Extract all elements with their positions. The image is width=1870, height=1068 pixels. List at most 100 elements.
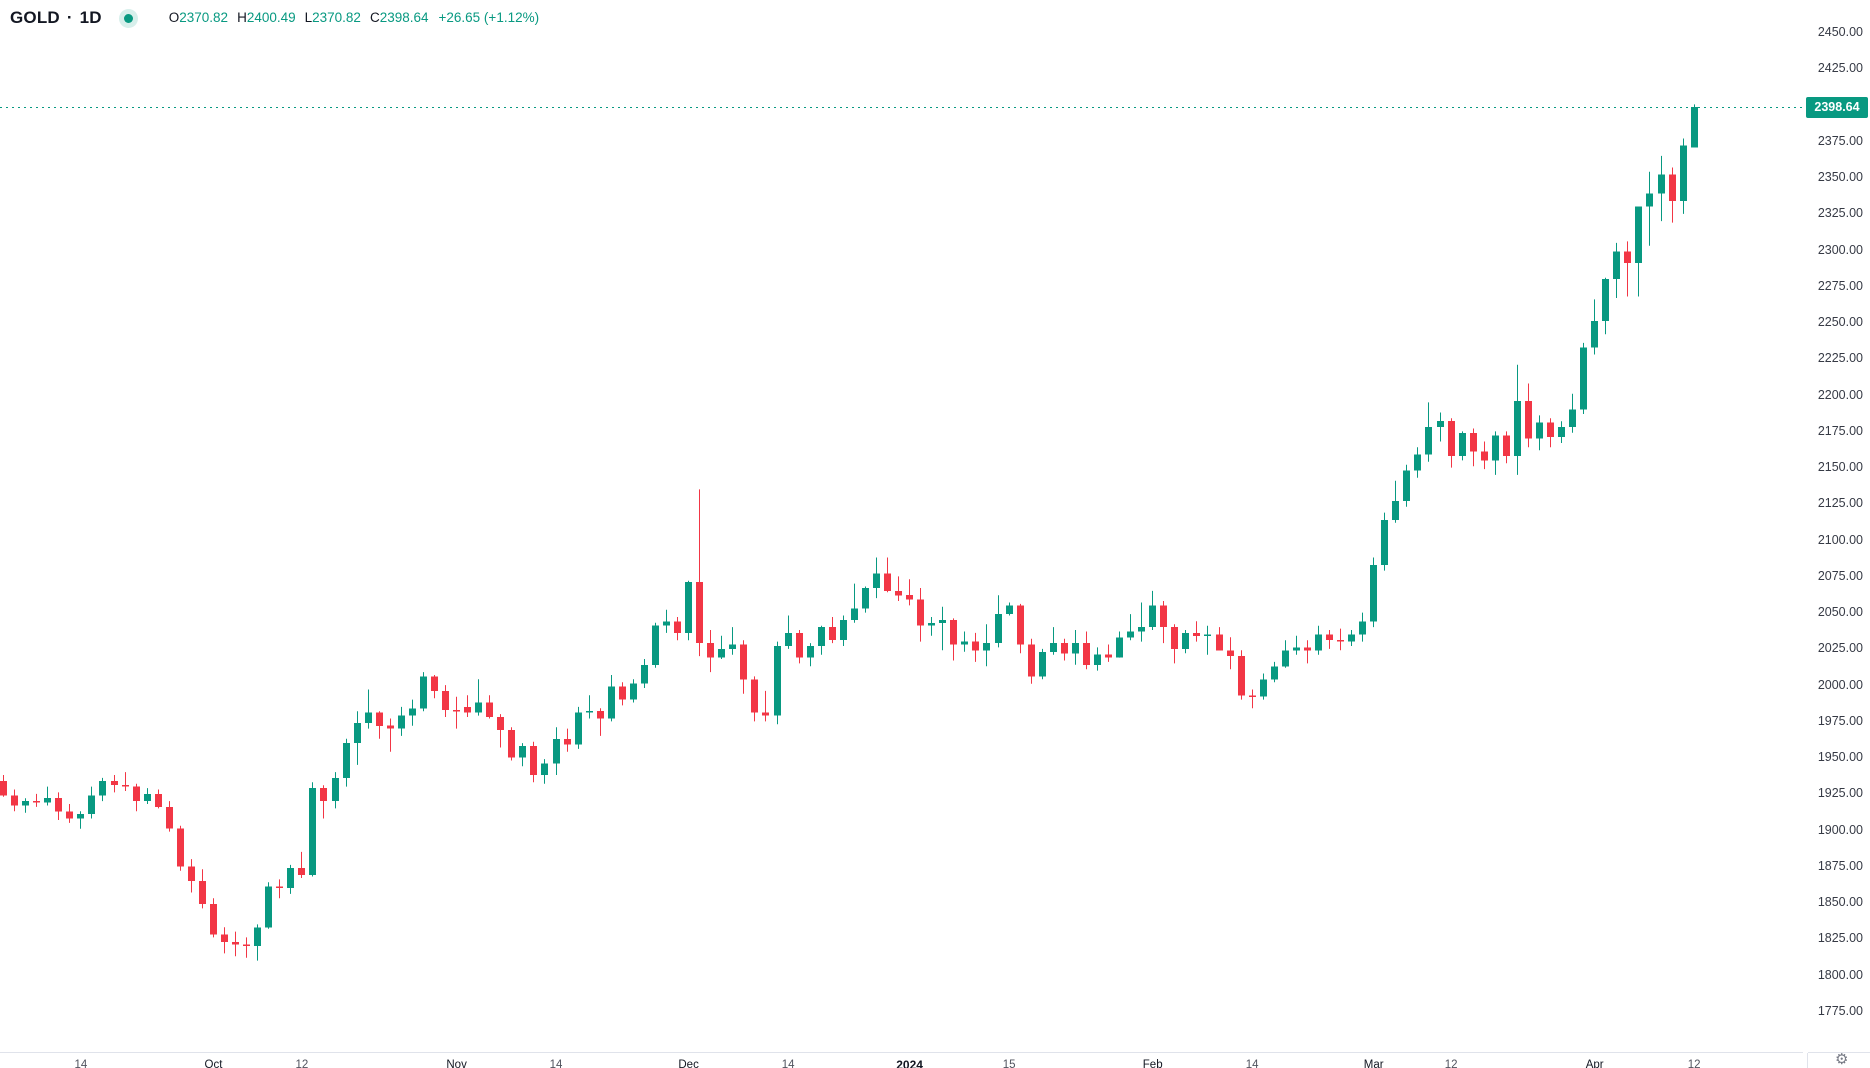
candle [1204, 625, 1211, 655]
symbol-name[interactable]: GOLD [10, 8, 60, 27]
candle [111, 775, 118, 793]
candle [199, 869, 206, 909]
candle [995, 595, 1002, 648]
candle [1326, 630, 1333, 649]
candle [1602, 277, 1609, 335]
candle [387, 718, 394, 752]
candle [376, 711, 383, 739]
candle [597, 708, 604, 736]
candle [508, 727, 515, 761]
price-tick-label: 2150.00 [1817, 460, 1863, 475]
candle [11, 789, 18, 812]
price-tick-label: 2050.00 [1817, 605, 1863, 620]
candle [1061, 638, 1068, 661]
candle [44, 786, 51, 806]
time-tick-label: 14 [781, 1059, 795, 1068]
candle [221, 927, 228, 954]
candle [972, 632, 979, 662]
candle [840, 615, 847, 646]
time-tick-label: Oct [204, 1059, 223, 1068]
candle [818, 625, 825, 655]
price-tick-label: 2425.00 [1817, 61, 1863, 76]
candle [1580, 342, 1587, 414]
candle [1547, 418, 1554, 448]
candle [796, 630, 803, 664]
candle [718, 635, 725, 659]
candle [99, 777, 106, 802]
gear-icon[interactable]: ⚙ [1835, 1050, 1849, 1068]
legend-separator: · [66, 8, 73, 27]
candle [1370, 557, 1377, 628]
candle [553, 727, 560, 775]
candle [365, 689, 372, 729]
candle [674, 617, 681, 641]
interval-label[interactable]: 1D [79, 8, 102, 27]
candle [884, 557, 891, 593]
market-status-dot-icon[interactable] [118, 8, 138, 28]
candle [1481, 441, 1488, 470]
candle [265, 882, 272, 929]
price-tick-label: 2250.00 [1817, 315, 1863, 330]
time-tick-label: 12 [1444, 1059, 1458, 1068]
price-tick-label: 2200.00 [1817, 387, 1863, 402]
candle [785, 615, 792, 649]
candle [1646, 171, 1653, 246]
time-tick-label: 12 [295, 1059, 309, 1068]
ohlc-values: O2370.82 H2400.49 L2370.82 C2398.64 +26.… [169, 10, 539, 26]
candle [1293, 635, 1300, 655]
candle [475, 679, 482, 716]
candle [1624, 241, 1631, 297]
candle [309, 782, 316, 877]
candle [564, 728, 571, 752]
candle [928, 617, 935, 636]
candle [1403, 464, 1410, 507]
candle [188, 859, 195, 893]
price-axis[interactable]: 2450.00 2425.00 2375.00 2350.00 2325.00 2300.… [1806, 0, 1870, 1052]
candle [1160, 601, 1167, 644]
candle [1425, 402, 1432, 462]
candle [431, 675, 438, 699]
axis-corner-separator [1807, 1053, 1808, 1068]
candle [1459, 431, 1466, 461]
price-tick-label: 2075.00 [1817, 568, 1863, 583]
candle [729, 627, 736, 655]
close-value: C2398.64 [369, 10, 429, 25]
candle [1260, 673, 1267, 700]
candle [442, 685, 449, 717]
price-tick-label: 1850.00 [1817, 895, 1863, 910]
candle [851, 583, 858, 623]
price-tick-label: 2175.00 [1817, 423, 1863, 438]
candle [276, 879, 283, 899]
candle [1680, 138, 1687, 214]
price-tick-label: 1950.00 [1817, 750, 1863, 765]
candle [762, 690, 769, 722]
time-axis[interactable]: 14 Oct 12 Nov 14 Dec 14 2024 15 Feb 14 Mar 12 Apr 12 [0, 1052, 1870, 1068]
time-tick-label: 15 [1002, 1059, 1016, 1068]
candle [829, 617, 836, 644]
candle [530, 741, 537, 783]
low-value: L2370.82 [304, 10, 361, 25]
candle [1039, 648, 1046, 680]
candle [1105, 644, 1112, 662]
candle [774, 641, 781, 725]
candle [1216, 627, 1223, 651]
price-tick-label: 2125.00 [1817, 496, 1863, 511]
candle [1492, 431, 1499, 475]
price-tick-label: 2350.00 [1817, 170, 1863, 185]
candle [983, 624, 990, 667]
candle [1414, 447, 1421, 478]
change-value: +26.65 (+1.12%) [438, 10, 540, 25]
candle [1658, 155, 1665, 222]
candle [1271, 661, 1278, 683]
candle [586, 695, 593, 719]
price-tick-label: 2100.00 [1817, 532, 1863, 547]
last-price-label: 2398.64 [1806, 96, 1868, 118]
time-tick-label: Nov [446, 1059, 467, 1068]
candlestick-chart[interactable] [0, 0, 1806, 1052]
candle [575, 706, 582, 749]
candle [641, 659, 648, 688]
candle [1536, 415, 1543, 451]
candle [1558, 421, 1565, 443]
candle [519, 743, 526, 767]
